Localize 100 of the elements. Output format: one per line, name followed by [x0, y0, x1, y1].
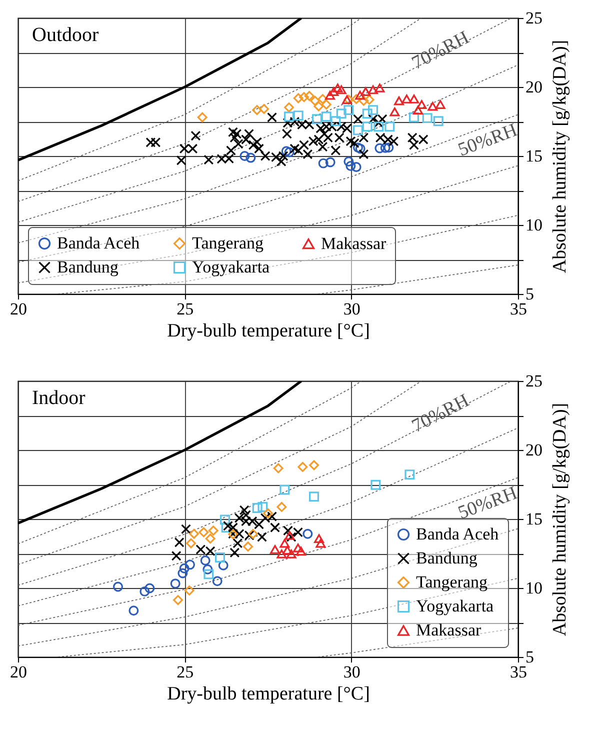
- point: [413, 106, 423, 114]
- point: [280, 538, 290, 548]
- point: [280, 484, 290, 495]
- point: [351, 94, 362, 104]
- y-tick-label: 25: [526, 372, 542, 390]
- point: [146, 137, 156, 148]
- point: [205, 546, 216, 556]
- legend-label: Makassar: [321, 234, 386, 253]
- point: [247, 516, 258, 526]
- chart-title: Indoor: [32, 387, 86, 409]
- point: [179, 144, 190, 154]
- point: [304, 120, 314, 130]
- point: [202, 564, 213, 574]
- point: [254, 519, 264, 530]
- point: [284, 112, 294, 122]
- point: [248, 140, 258, 150]
- point: [380, 142, 390, 153]
- point: [299, 140, 309, 150]
- legend-label: Bandung: [416, 548, 478, 568]
- point: [375, 132, 386, 143]
- point: [179, 563, 190, 574]
- legend-label: Yogyakarta: [416, 596, 494, 616]
- x-axis-title: Dry-bulb temperature [°C]: [167, 320, 370, 342]
- point: [328, 87, 339, 96]
- point: [368, 105, 378, 116]
- y-axis-title: Absolute humidity [g/kg(DA)]: [550, 402, 570, 636]
- point: [241, 134, 251, 144]
- y-tick-label: 15: [526, 510, 542, 528]
- point: [374, 118, 384, 128]
- point: [374, 143, 385, 154]
- point: [346, 160, 356, 171]
- x-tick-label: 25: [176, 300, 194, 318]
- point: [260, 513, 270, 524]
- point: [409, 94, 419, 104]
- y-tick-label: 10: [526, 578, 542, 598]
- point: [325, 157, 336, 168]
- point: [267, 512, 277, 522]
- point: [344, 105, 354, 116]
- line-series: [18, 381, 362, 544]
- x-tick-label: 30: [343, 662, 360, 682]
- point: [248, 528, 258, 539]
- point: [368, 85, 378, 94]
- point: [362, 108, 372, 119]
- point: [184, 586, 194, 596]
- legend-label: Tangerang: [192, 234, 264, 253]
- point: [173, 595, 183, 605]
- line-series: [18, 528, 518, 646]
- point: [360, 87, 371, 96]
- point: [190, 130, 201, 141]
- x-tick-label: 35: [510, 300, 527, 318]
- point: [358, 96, 369, 106]
- point: [276, 502, 287, 512]
- point: [368, 114, 378, 124]
- x-tick-label: 25: [176, 662, 194, 682]
- line-series: [18, 165, 518, 284]
- point: [353, 114, 363, 124]
- legend-label: Makassar: [416, 620, 482, 640]
- point: [318, 94, 328, 104]
- point: [293, 145, 304, 156]
- point: [330, 145, 341, 156]
- point: [318, 142, 328, 152]
- point: [428, 102, 438, 111]
- point: [267, 112, 277, 122]
- point: [433, 116, 444, 126]
- point: [409, 112, 419, 122]
- point: [273, 463, 284, 474]
- line-series: [18, 18, 362, 182]
- point: [276, 549, 287, 558]
- point: [208, 526, 218, 536]
- point: [318, 158, 328, 168]
- point: [336, 85, 346, 94]
- point: [299, 92, 309, 102]
- point: [290, 144, 300, 154]
- point: [283, 526, 293, 536]
- point: [240, 151, 250, 161]
- point: [171, 550, 182, 561]
- point: [286, 549, 296, 558]
- legend-label: Bandung: [57, 258, 119, 276]
- point: [353, 142, 363, 153]
- y-axis-title: Absolute humidity [g/kg(DA)]: [550, 40, 570, 274]
- point: [330, 116, 341, 126]
- point: [384, 142, 394, 153]
- point: [185, 560, 195, 570]
- point: [342, 123, 352, 134]
- point: [212, 576, 222, 586]
- point: [270, 522, 280, 533]
- line-series: [58, 214, 518, 294]
- y-tick-label: 5: [526, 648, 534, 666]
- chart-title: Outdoor: [32, 24, 99, 46]
- point: [325, 90, 335, 100]
- point: [355, 144, 366, 154]
- point: [197, 112, 208, 122]
- point: [298, 462, 308, 472]
- point: [332, 84, 343, 92]
- point: [204, 569, 214, 580]
- point: [252, 502, 262, 513]
- x-tick-label: 30: [343, 300, 360, 318]
- point: [170, 578, 180, 589]
- point: [260, 151, 270, 161]
- point: [314, 534, 324, 544]
